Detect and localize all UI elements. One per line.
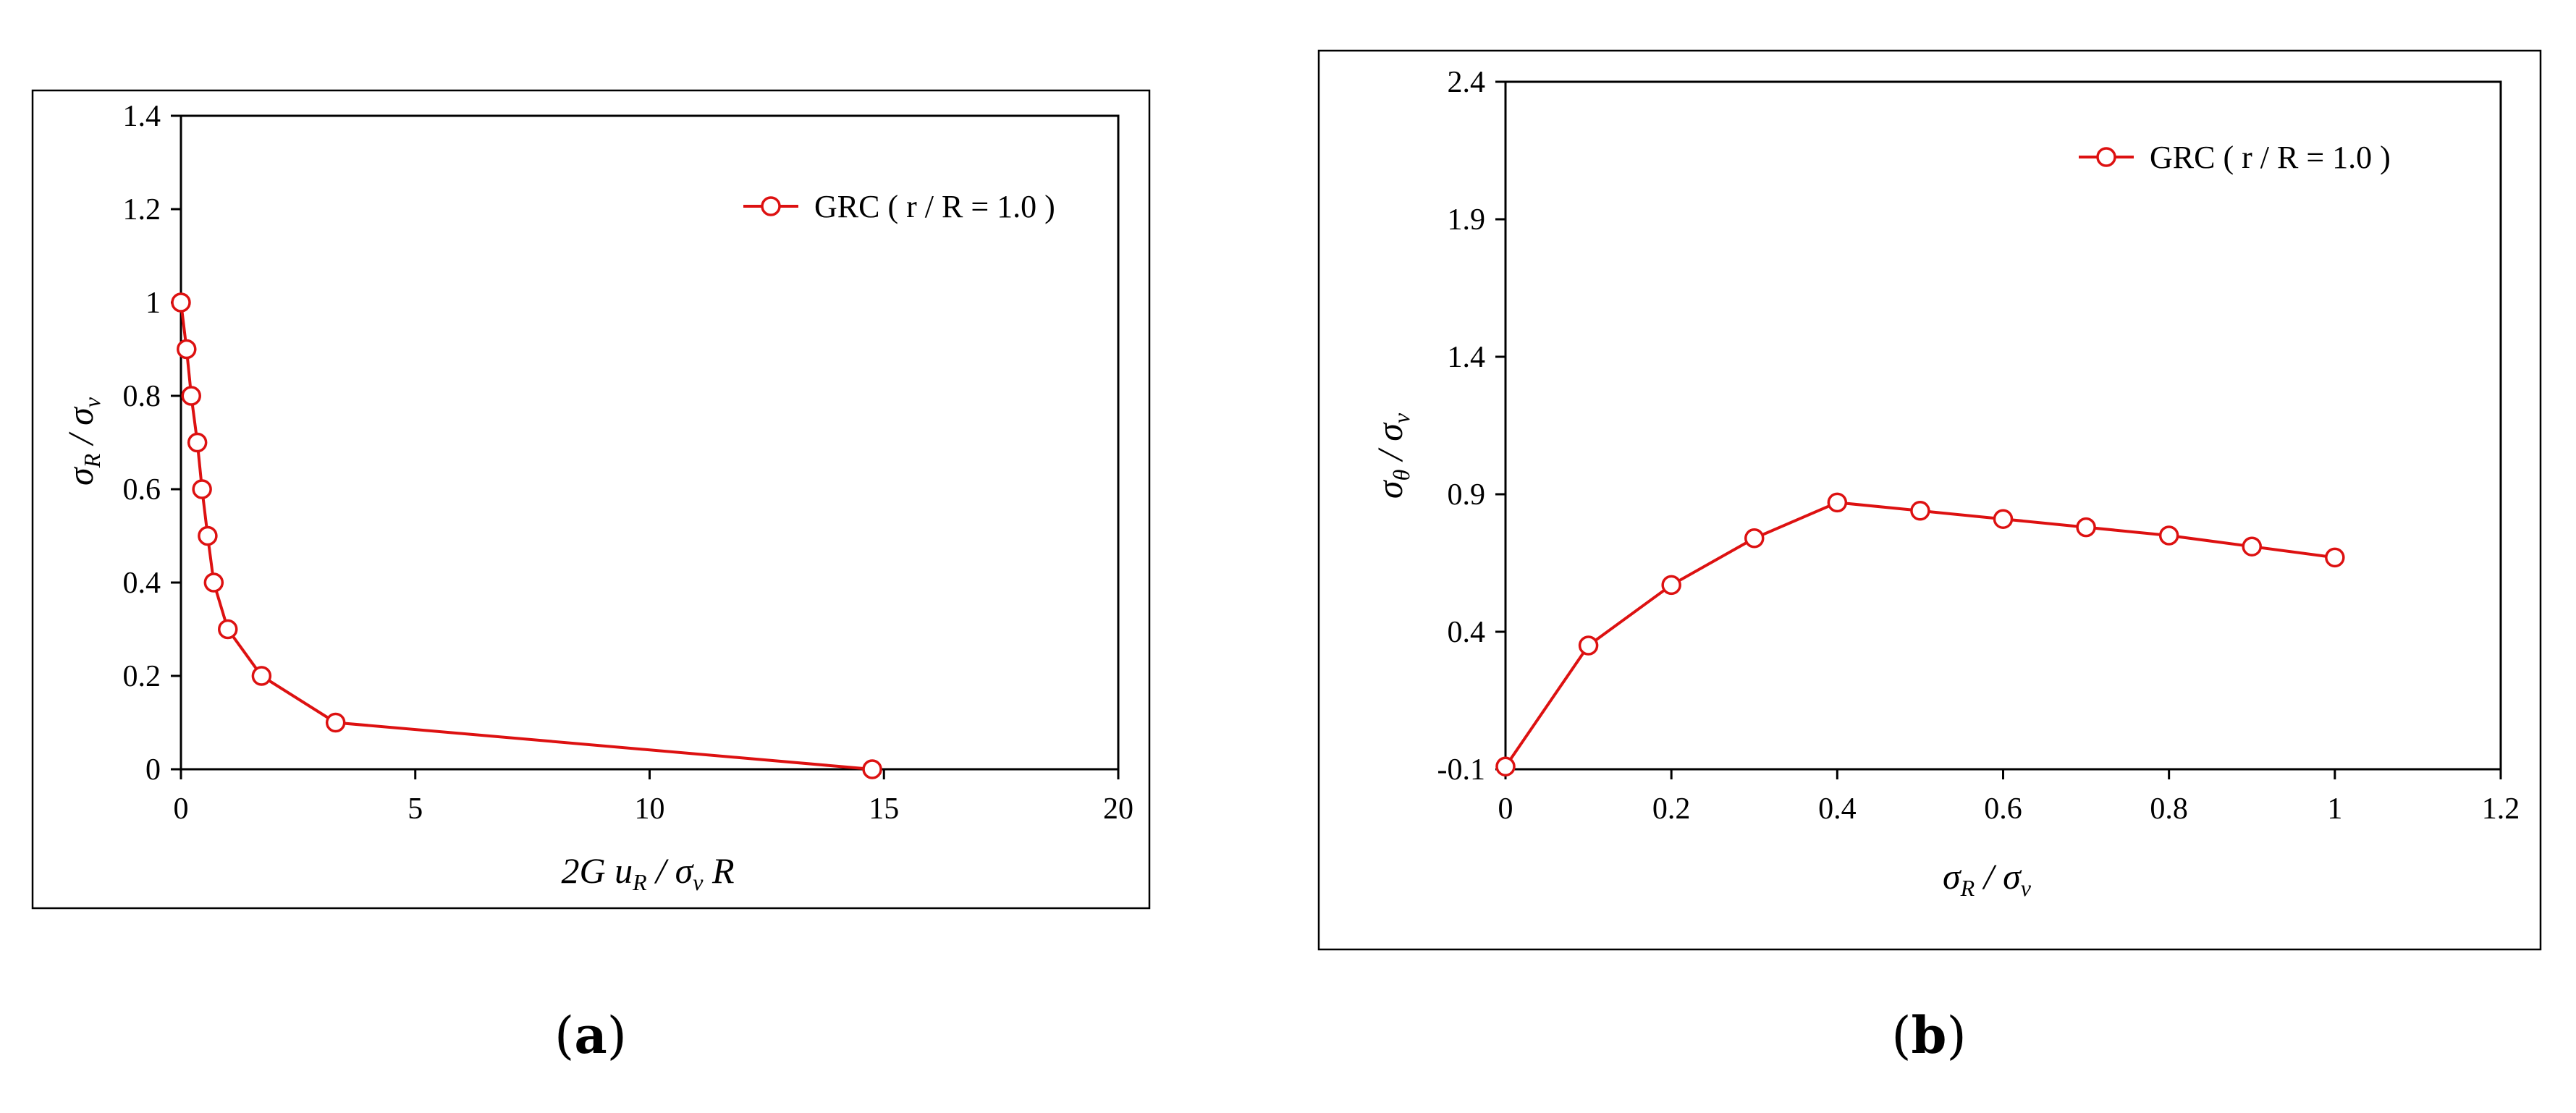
data-point bbox=[198, 525, 218, 546]
x-tick-label: 0.6 bbox=[1984, 792, 2022, 826]
panel-frame bbox=[31, 89, 1151, 910]
legend-marker bbox=[761, 196, 781, 216]
panel-label: (a) bbox=[554, 1005, 627, 1065]
data-point bbox=[1495, 756, 1516, 776]
series-line bbox=[180, 302, 873, 771]
y-tick-label: 1.4 bbox=[123, 100, 161, 133]
y-tick-label: 1 bbox=[145, 287, 161, 320]
x-tick-label: 10 bbox=[635, 792, 665, 826]
data-point bbox=[1744, 528, 1765, 549]
legend-marker bbox=[2096, 147, 2116, 167]
data-point bbox=[171, 292, 191, 313]
y-axis-title: σR / σv bbox=[60, 397, 105, 486]
y-tick-label: 0.6 bbox=[123, 473, 161, 507]
data-point bbox=[177, 339, 197, 360]
data-point bbox=[1661, 575, 1681, 596]
x-tick-label: 0 bbox=[174, 792, 189, 826]
data-point bbox=[1578, 635, 1599, 656]
legend-label: GRC ( r / R = 1.0 ) bbox=[2150, 140, 2391, 175]
panel-frame bbox=[1317, 49, 2542, 951]
x-tick-label: 0 bbox=[1498, 792, 1513, 826]
y-tick-label: 1.2 bbox=[123, 193, 161, 227]
x-axis-title: 2G uR / σv R bbox=[562, 850, 735, 895]
x-tick-label: 0.2 bbox=[1652, 792, 1691, 826]
data-point bbox=[1827, 492, 1848, 513]
y-tick-label: 0 bbox=[145, 753, 161, 787]
data-point bbox=[2325, 547, 2345, 568]
panel-label: (b) bbox=[1891, 1005, 1967, 1065]
data-point bbox=[1910, 501, 1930, 521]
legend: GRC ( r / R = 1.0 ) bbox=[2079, 140, 2391, 175]
legend-label: GRC ( r / R = 1.0 ) bbox=[814, 189, 1055, 224]
legend: GRC ( r / R = 1.0 ) bbox=[743, 189, 1055, 224]
data-point bbox=[2242, 536, 2262, 556]
x-tick-label: 5 bbox=[407, 792, 423, 826]
y-tick-label: 0.9 bbox=[1448, 478, 1486, 512]
y-tick-label: 0.4 bbox=[123, 567, 161, 600]
data-point bbox=[187, 432, 208, 453]
x-tick-label: 0.8 bbox=[2150, 792, 2188, 826]
data-point bbox=[251, 666, 272, 686]
data-point bbox=[192, 479, 212, 499]
plot-area bbox=[1504, 80, 2502, 771]
y-tick-label: 0.4 bbox=[1448, 616, 1486, 649]
y-tick-label: -0.1 bbox=[1437, 753, 1486, 787]
x-tick-label: 20 bbox=[1103, 792, 1133, 826]
x-tick-label: 0.4 bbox=[1818, 792, 1857, 826]
x-tick-label: 15 bbox=[869, 792, 899, 826]
data-point bbox=[2076, 517, 2096, 538]
y-axis-title: σθ / σv bbox=[1369, 412, 1414, 499]
data-point bbox=[2158, 525, 2179, 546]
data-point bbox=[203, 572, 224, 593]
data-point bbox=[181, 386, 201, 406]
x-tick-label: 1.2 bbox=[2482, 792, 2520, 826]
series-line bbox=[1504, 501, 2336, 768]
y-tick-label: 0.2 bbox=[123, 660, 161, 693]
data-point bbox=[325, 712, 346, 733]
y-tick-label: 2.4 bbox=[1448, 66, 1486, 99]
y-tick-label: 0.8 bbox=[123, 380, 161, 413]
data-point bbox=[218, 619, 238, 640]
panel-a: 0 5 10 15 20 0 0.2 0.4 0.6 0.8 1 1.2 1.4 2G uR / σv R… bbox=[31, 89, 1151, 1065]
data-point bbox=[862, 759, 882, 779]
y-tick-label: 1.9 bbox=[1448, 203, 1486, 237]
x-tick-label: 1 bbox=[2327, 792, 2342, 826]
panel-b: 0 0.2 0.4 0.6 0.8 1 1.2 -0.1 0.4 0.9 1.4 1.9 2.4 σR /… bbox=[1317, 49, 2542, 1065]
x-axis-title: σR / σv bbox=[1943, 856, 2032, 901]
data-point bbox=[1993, 509, 2014, 529]
y-tick-label: 1.4 bbox=[1448, 341, 1486, 374]
